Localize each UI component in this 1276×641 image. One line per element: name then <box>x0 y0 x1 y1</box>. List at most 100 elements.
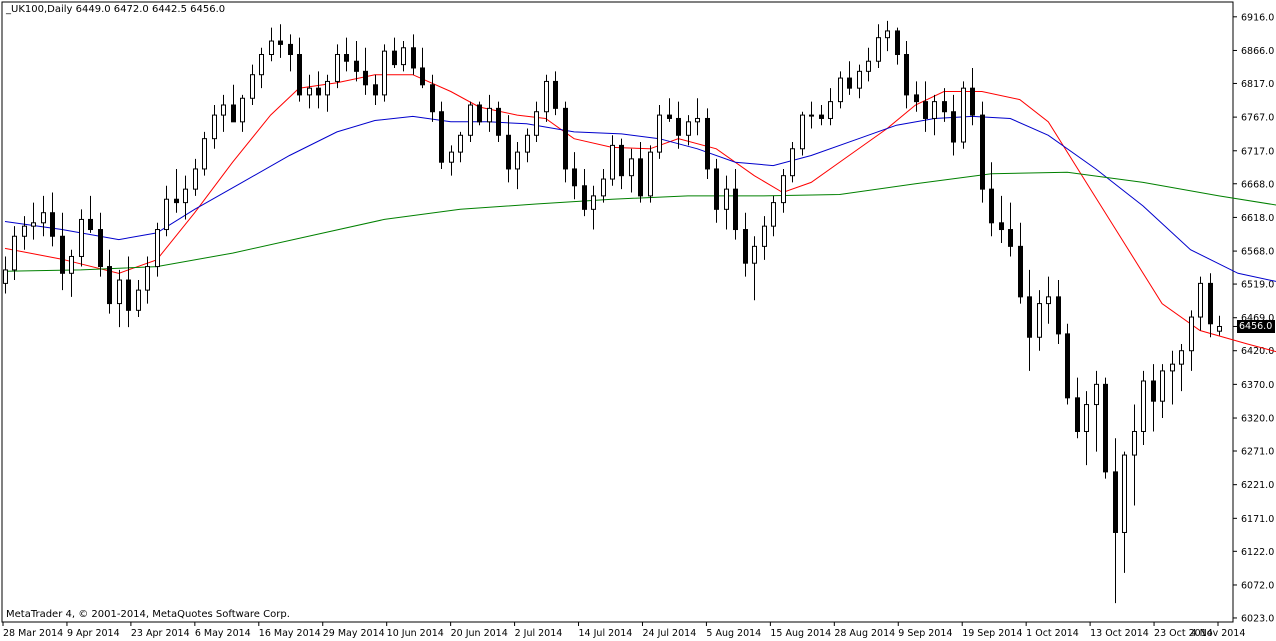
candle-body-bull <box>259 54 264 76</box>
candle <box>601 168 606 203</box>
candle-body-bear <box>553 80 558 109</box>
candle <box>69 249 74 297</box>
candle-body-bear <box>231 104 236 123</box>
candle <box>1037 290 1042 351</box>
candle <box>468 101 473 143</box>
candle <box>705 108 710 180</box>
x-tick-label: 23 Apr 2014 <box>131 628 190 639</box>
candle <box>781 168 786 213</box>
plot-frame <box>1 1 1234 623</box>
candle-body-bull <box>240 97 245 123</box>
candle-body-bull <box>838 77 843 103</box>
candle <box>297 37 302 102</box>
candle-body-bear <box>1018 245 1023 298</box>
candle-body-bull <box>828 101 833 119</box>
x-tick-label: 24 Jul 2014 <box>642 628 696 639</box>
candle <box>1113 438 1118 604</box>
candle-body-bull <box>629 158 634 177</box>
candle <box>363 47 368 95</box>
candle-body-bull <box>534 111 539 136</box>
candle <box>496 101 501 143</box>
candle <box>582 168 587 217</box>
x-tick-label: 14 Jul 2014 <box>579 628 633 639</box>
candle-body-bear <box>667 114 672 119</box>
candle-body-bull <box>781 175 786 204</box>
candle <box>1122 451 1127 573</box>
candle <box>344 37 349 72</box>
candle <box>667 98 672 122</box>
candle-body-bear <box>126 279 131 311</box>
candle-body-bull <box>1217 325 1222 332</box>
candle-body-bear <box>1008 229 1013 247</box>
candle <box>487 94 492 132</box>
candle-body-bear <box>1065 333 1070 399</box>
candle <box>771 195 776 237</box>
candle <box>629 148 634 193</box>
candle-body-bear <box>354 60 359 72</box>
candle-body-bear <box>914 94 919 103</box>
candle-body-bull <box>401 47 406 66</box>
candle-body-bull <box>382 50 387 96</box>
candle-body-bull <box>269 40 274 56</box>
candle <box>999 195 1004 243</box>
candle-body-bear <box>819 114 824 119</box>
candle-body-bear <box>847 77 852 89</box>
candle-body-bull <box>1179 350 1184 365</box>
candle-body-bull <box>866 60 871 72</box>
candle <box>743 212 748 277</box>
x-tick-label: 19 Sep 2014 <box>962 628 1022 639</box>
candle-body-bear <box>1075 397 1080 432</box>
y-tick-label: 6767.0 <box>1241 113 1274 124</box>
candle-body-bull <box>325 80 330 96</box>
candle-body-bear <box>1027 296 1032 338</box>
y-tick-label: 6717.0 <box>1241 146 1274 157</box>
candle-body-bull <box>591 195 596 210</box>
candle-body-bear <box>1056 296 1061 335</box>
candle-body-bull <box>752 245 757 264</box>
candle-body-bull <box>932 101 937 119</box>
x-tick-label: 28 Mar 2014 <box>3 628 63 639</box>
candle <box>1170 350 1175 405</box>
candle <box>136 280 141 318</box>
candle <box>382 44 387 102</box>
candle <box>174 168 179 213</box>
candle <box>914 81 919 112</box>
candle-body-bull <box>695 117 700 123</box>
candle <box>923 81 928 132</box>
candle <box>183 175 188 220</box>
candle <box>250 64 255 105</box>
y-tick-label: 6519.0 <box>1241 280 1274 291</box>
candle <box>231 84 236 123</box>
x-tick-label: 28 Aug 2014 <box>834 628 895 639</box>
candle-body-bull <box>22 225 27 237</box>
candle <box>857 64 862 99</box>
candle <box>980 101 985 203</box>
candle-body-bull <box>515 151 520 170</box>
candle-body-bull <box>449 151 454 163</box>
candle-body-bull <box>686 121 691 136</box>
candle-body-bull <box>155 229 160 268</box>
candle <box>657 104 662 159</box>
candle-body-bull <box>857 70 862 89</box>
candle-body-bull <box>762 225 767 247</box>
candle <box>838 71 843 109</box>
candle <box>866 47 871 82</box>
candle-body-bear <box>970 87 975 116</box>
candle <box>202 131 207 176</box>
candle-body-bear <box>363 70 368 86</box>
candle-body-bull <box>1084 404 1089 432</box>
candle-body-bull <box>31 222 36 227</box>
candle-body-bear <box>705 117 710 170</box>
candle <box>563 101 568 183</box>
y-tick-label: 6023.0 <box>1241 613 1274 624</box>
candle-body-bull <box>1170 363 1175 372</box>
candle-body-bull <box>136 289 141 311</box>
candle <box>942 88 947 122</box>
candle-body-bull <box>1160 370 1165 402</box>
x-tick-label: 29 May 2014 <box>323 628 385 639</box>
x-tick-label: 13 Oct 2014 <box>1090 628 1149 639</box>
x-tick-label: 15 Aug 2014 <box>770 628 831 639</box>
candle-body-bull <box>1046 296 1051 305</box>
candle-body-bull <box>771 202 776 227</box>
